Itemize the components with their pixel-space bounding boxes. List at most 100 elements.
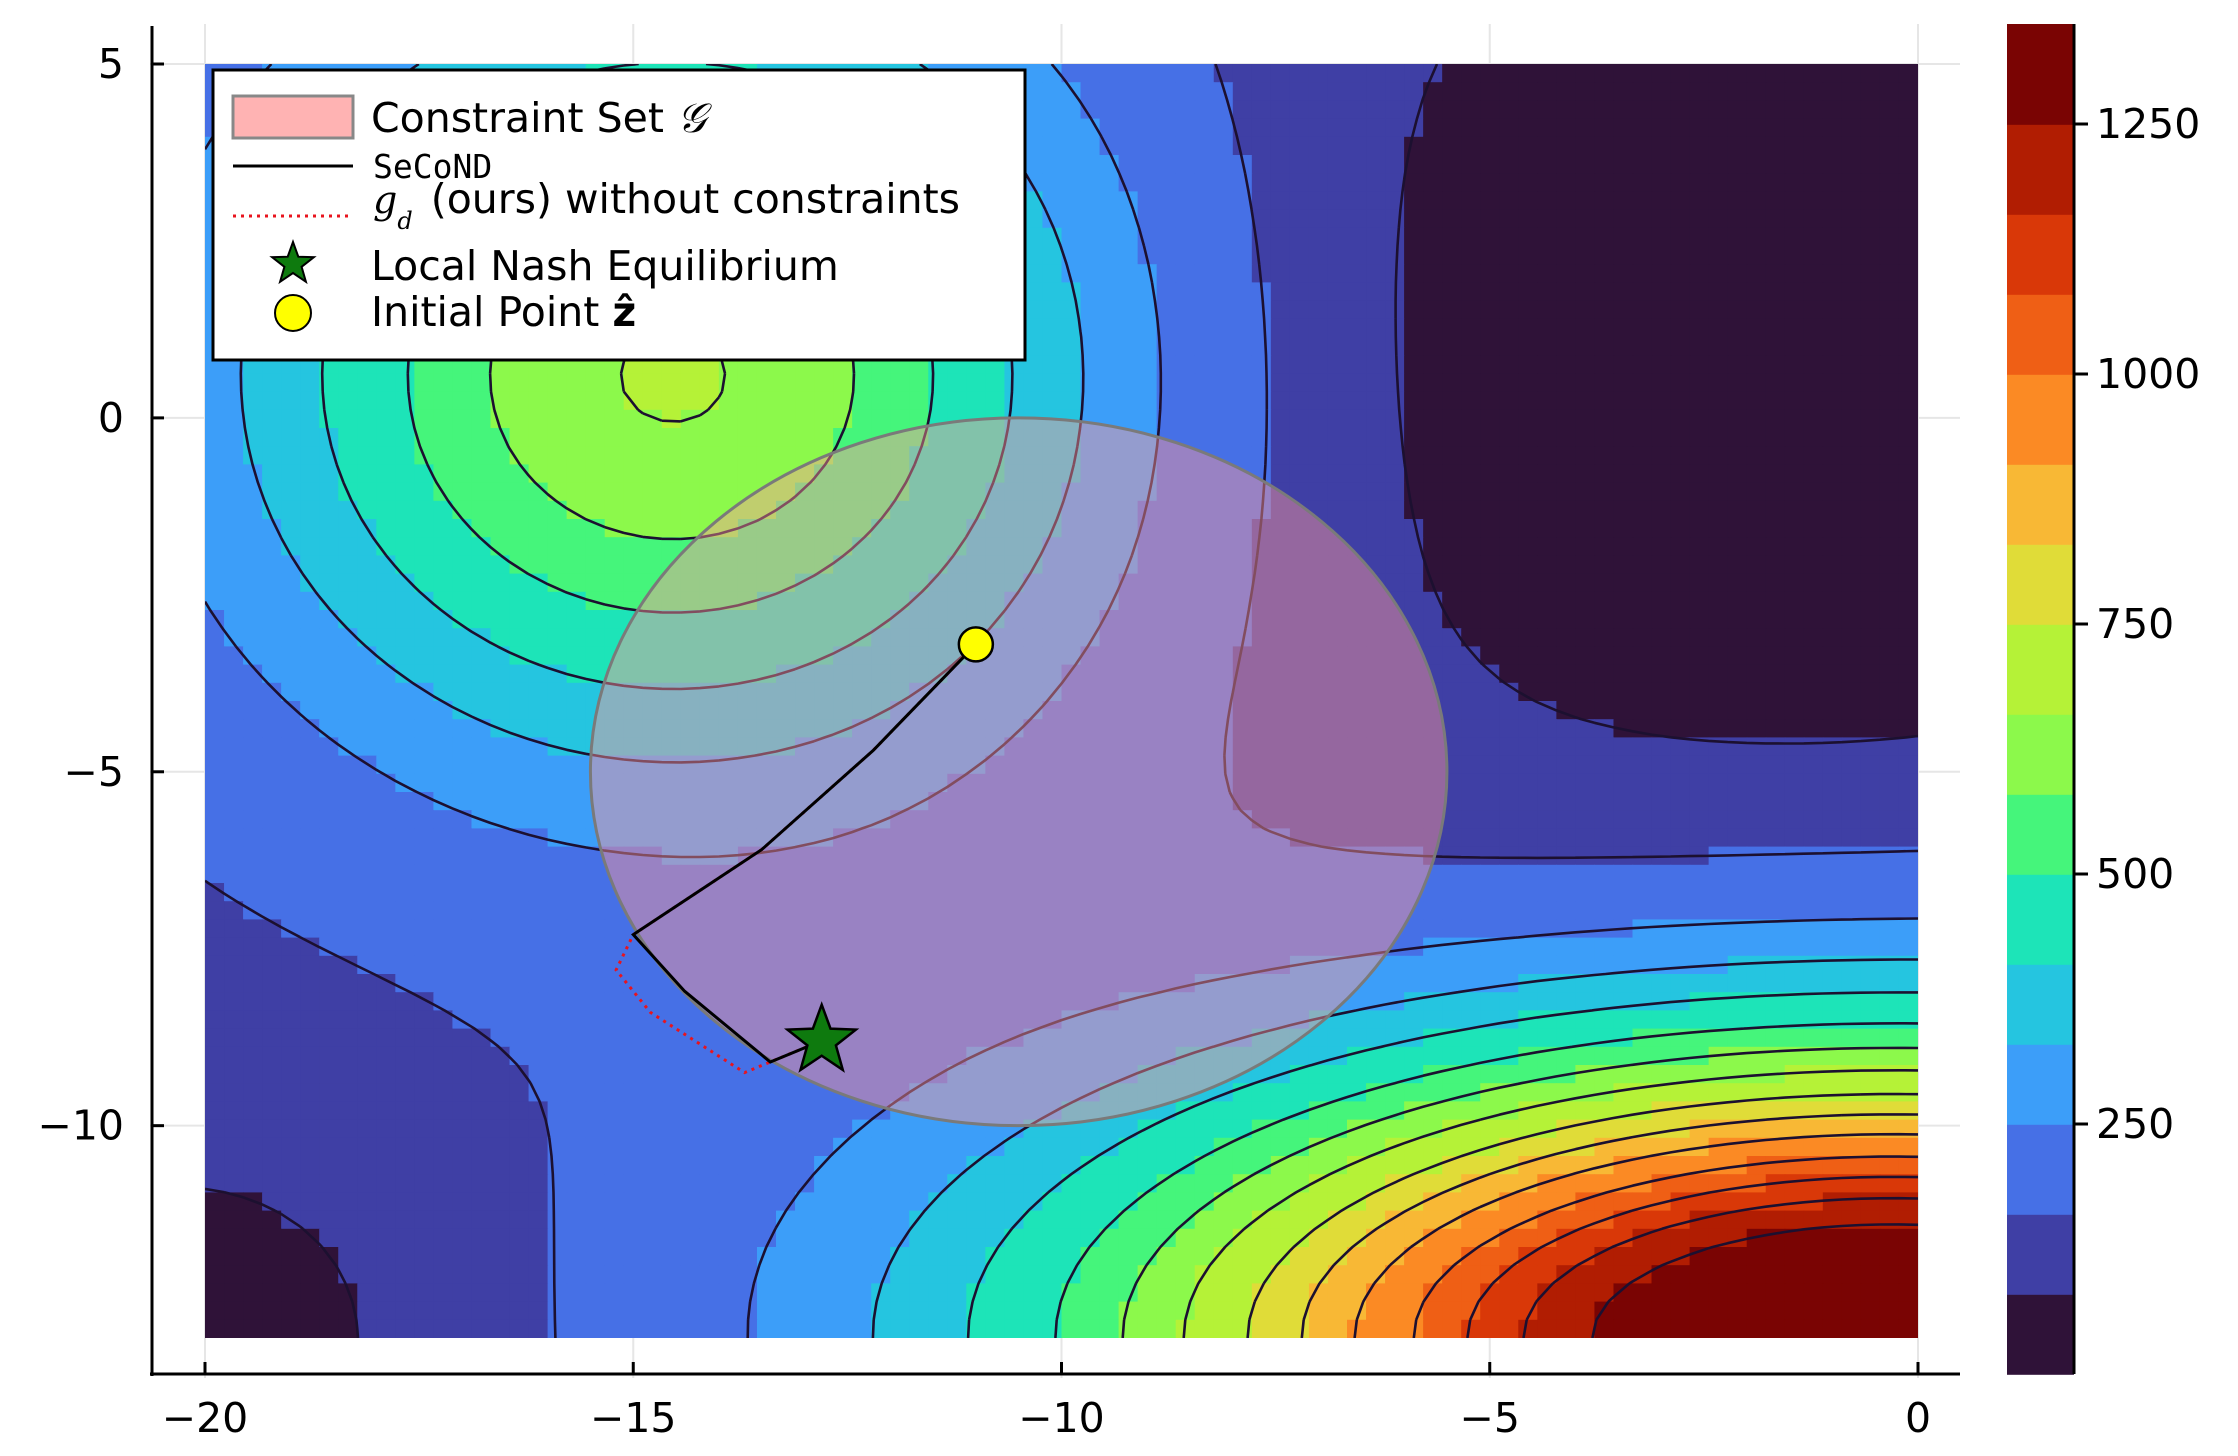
contour-cell [1747, 119, 1767, 138]
contour-cell [1404, 173, 1424, 192]
contour-cell [1176, 82, 1196, 101]
contour-cell [1594, 828, 1614, 847]
contour-cell [1709, 665, 1729, 684]
contour-cell [1861, 1047, 1881, 1066]
contour-cell [1347, 210, 1367, 229]
contour-cell [510, 992, 530, 1011]
contour-cell [1709, 1010, 1729, 1029]
contour-cell [1880, 883, 1900, 902]
contour-cell [1690, 701, 1710, 720]
contour-cell [1671, 1029, 1691, 1048]
contour-cell [1633, 137, 1653, 156]
contour-cell [1690, 228, 1710, 247]
contour-cell [1290, 64, 1310, 83]
contour-cell [300, 792, 320, 811]
contour-cell [1823, 410, 1843, 429]
contour-cell [1861, 282, 1881, 301]
contour-cell [395, 501, 415, 520]
contour-cell [1442, 483, 1462, 502]
contour-cell [586, 992, 606, 1011]
contour-cell [491, 501, 511, 520]
contour-cell [1861, 938, 1881, 957]
contour-cell [1747, 228, 1767, 247]
contour-cell [1842, 1010, 1862, 1029]
contour-cell [1499, 282, 1519, 301]
contour-cell [1290, 282, 1310, 301]
contour-cell [1214, 228, 1234, 247]
contour-cell [1461, 665, 1481, 684]
contour-cell [1652, 337, 1672, 356]
contour-cell [1690, 100, 1710, 119]
contour-cell [224, 574, 244, 593]
contour-cell [681, 1010, 701, 1029]
contour-cell [319, 719, 339, 738]
contour-cell [1176, 264, 1196, 283]
contour-cell [1633, 100, 1653, 119]
contour-cell [1594, 719, 1614, 738]
contour-cell [1842, 100, 1862, 119]
contour-cell [281, 847, 301, 866]
contour-cell [1823, 1029, 1843, 1048]
contour-cell [1442, 137, 1462, 156]
contour-cell [1747, 282, 1767, 301]
contour-cell [1823, 683, 1843, 702]
contour-cell [1537, 938, 1557, 957]
contour-cell [243, 1010, 263, 1029]
contour-cell [281, 464, 301, 483]
contour-cell [1842, 155, 1862, 174]
contour-cell [1899, 901, 1919, 920]
contour-cell [1652, 901, 1672, 920]
contour-cell [395, 992, 415, 1011]
contour-cell [662, 519, 682, 538]
contour-cell [357, 555, 377, 574]
contour-cell [1594, 974, 1614, 993]
contour-cell [548, 446, 568, 465]
contour-cell [1633, 865, 1653, 884]
contour-cell [1442, 246, 1462, 265]
contour-cell [1575, 610, 1595, 629]
contour-cell [1804, 974, 1824, 993]
contour-cell [1671, 865, 1691, 884]
contour-cell [1537, 228, 1557, 247]
contour-cell [452, 919, 472, 938]
contour-cell [1518, 483, 1538, 502]
contour-cell [1766, 628, 1786, 647]
contour-cell [1100, 173, 1120, 192]
contour-cell [1785, 264, 1805, 283]
contour-cell [1556, 537, 1576, 556]
contour-cell [1575, 100, 1595, 119]
contour-cell [1556, 355, 1576, 374]
contour-cell [1766, 519, 1786, 538]
contour-cell [529, 392, 549, 411]
contour-cell [1290, 155, 1310, 174]
contour-cell [395, 901, 415, 920]
contour-cell [510, 701, 530, 720]
contour-cell [1671, 210, 1691, 229]
contour-cell [300, 774, 320, 793]
contour-cell [1347, 355, 1367, 374]
contour-cell [433, 1065, 453, 1084]
contour-cell [1100, 119, 1120, 138]
contour-cell [1804, 246, 1824, 265]
contour-cell [1404, 82, 1424, 101]
contour-cell [1404, 410, 1424, 429]
contour-cell [1652, 446, 1672, 465]
contour-cell [1804, 701, 1824, 720]
contour-cell [1195, 264, 1215, 283]
contour-cell [1594, 737, 1614, 756]
contour-cell [1480, 373, 1500, 392]
contour-cell [1690, 810, 1710, 829]
contour-cell [1214, 210, 1234, 229]
contour-cell [376, 1047, 396, 1066]
contour-cell [414, 610, 434, 629]
contour-cell [1861, 646, 1881, 665]
contour-cell [1366, 173, 1386, 192]
contour-cell [1423, 301, 1443, 320]
contour-cell [662, 1047, 682, 1066]
contour-cell [1804, 282, 1824, 301]
contour-cell [452, 956, 472, 975]
contour-cell [338, 555, 358, 574]
contour-cell [1499, 173, 1519, 192]
contour-cell [205, 992, 225, 1011]
contour-cell [319, 956, 339, 975]
